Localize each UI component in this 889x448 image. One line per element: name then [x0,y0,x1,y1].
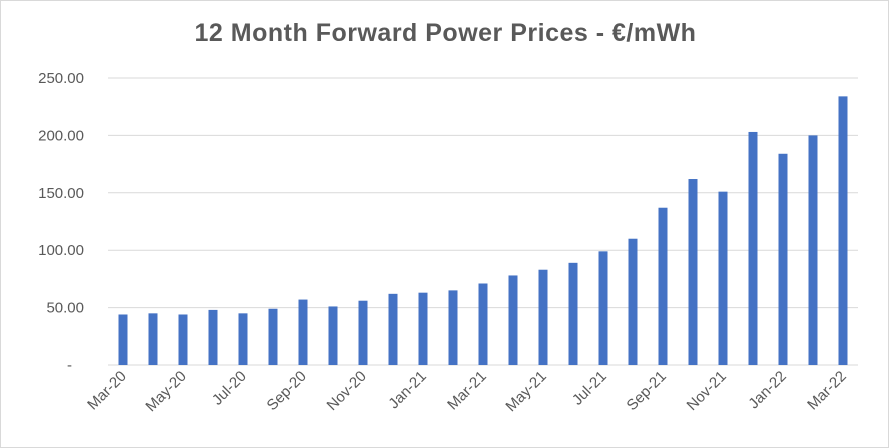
y-axis-ticks: - 50.00 100.00 150.00 200.00 250.00 [38,70,84,374]
x-tick-label: Jul-21 [569,368,610,409]
bar-oct-20 [328,306,338,365]
bar-jul-20 [238,313,248,365]
x-tick-label: Sep-21 [624,368,670,414]
x-tick-label: Mar-22 [804,368,850,414]
bar-sep-20 [298,299,308,365]
bar-apr-20 [148,313,158,365]
bar-apr-21 [508,275,518,365]
bar-mar-22 [838,96,848,366]
chart-title: 12 Month Forward Power Prices - €/mWh [194,19,697,47]
x-tick-label: Sep-20 [264,368,310,414]
x-tick-label: May-20 [142,368,189,415]
bar-feb-22 [808,135,818,365]
x-tick-label: Nov-20 [324,368,370,414]
x-tick-label: Jan-21 [385,368,429,412]
bar-may-20 [178,314,188,365]
y-tick-label: 150.00 [38,185,84,202]
bar-aug-20 [268,308,278,365]
y-tick-label: 250.00 [38,70,84,87]
bar-sep-21 [658,207,668,365]
bar-mar-20 [118,314,128,365]
x-tick-label: May-21 [502,368,549,415]
x-tick-label: Mar-21 [444,368,490,414]
x-tick-label: Nov-21 [684,368,730,414]
bars [118,96,848,366]
bar-mar-21 [478,283,488,365]
x-tick-label: Jan-22 [745,368,789,412]
bar-feb-21 [448,290,458,365]
y-tick-label: 50.00 [46,300,84,317]
bar-jul-21 [598,251,608,365]
bar-jan-21 [418,292,428,365]
x-tick-label: Jul-20 [209,368,250,409]
bar-nov-20 [358,300,368,365]
bar-jun-20 [208,309,218,365]
bar-dec-21 [748,131,758,365]
y-tick-label: 100.00 [38,242,84,259]
y-tick-label: - [67,357,72,374]
x-axis-ticks: Mar-20 May-20 Jul-20 Sep-20 Nov-20 Jan-21 Mar-… [84,368,850,415]
y-tick-label: 200.00 [38,127,84,144]
bar-jun-21 [568,262,578,365]
bar-may-21 [538,269,548,365]
bar-oct-21 [688,179,698,365]
bar-dec-20 [388,293,398,365]
bar-jan-22 [778,153,788,365]
bar-nov-21 [718,191,728,365]
x-tick-label: Mar-20 [84,368,130,414]
bar-aug-21 [628,238,638,365]
